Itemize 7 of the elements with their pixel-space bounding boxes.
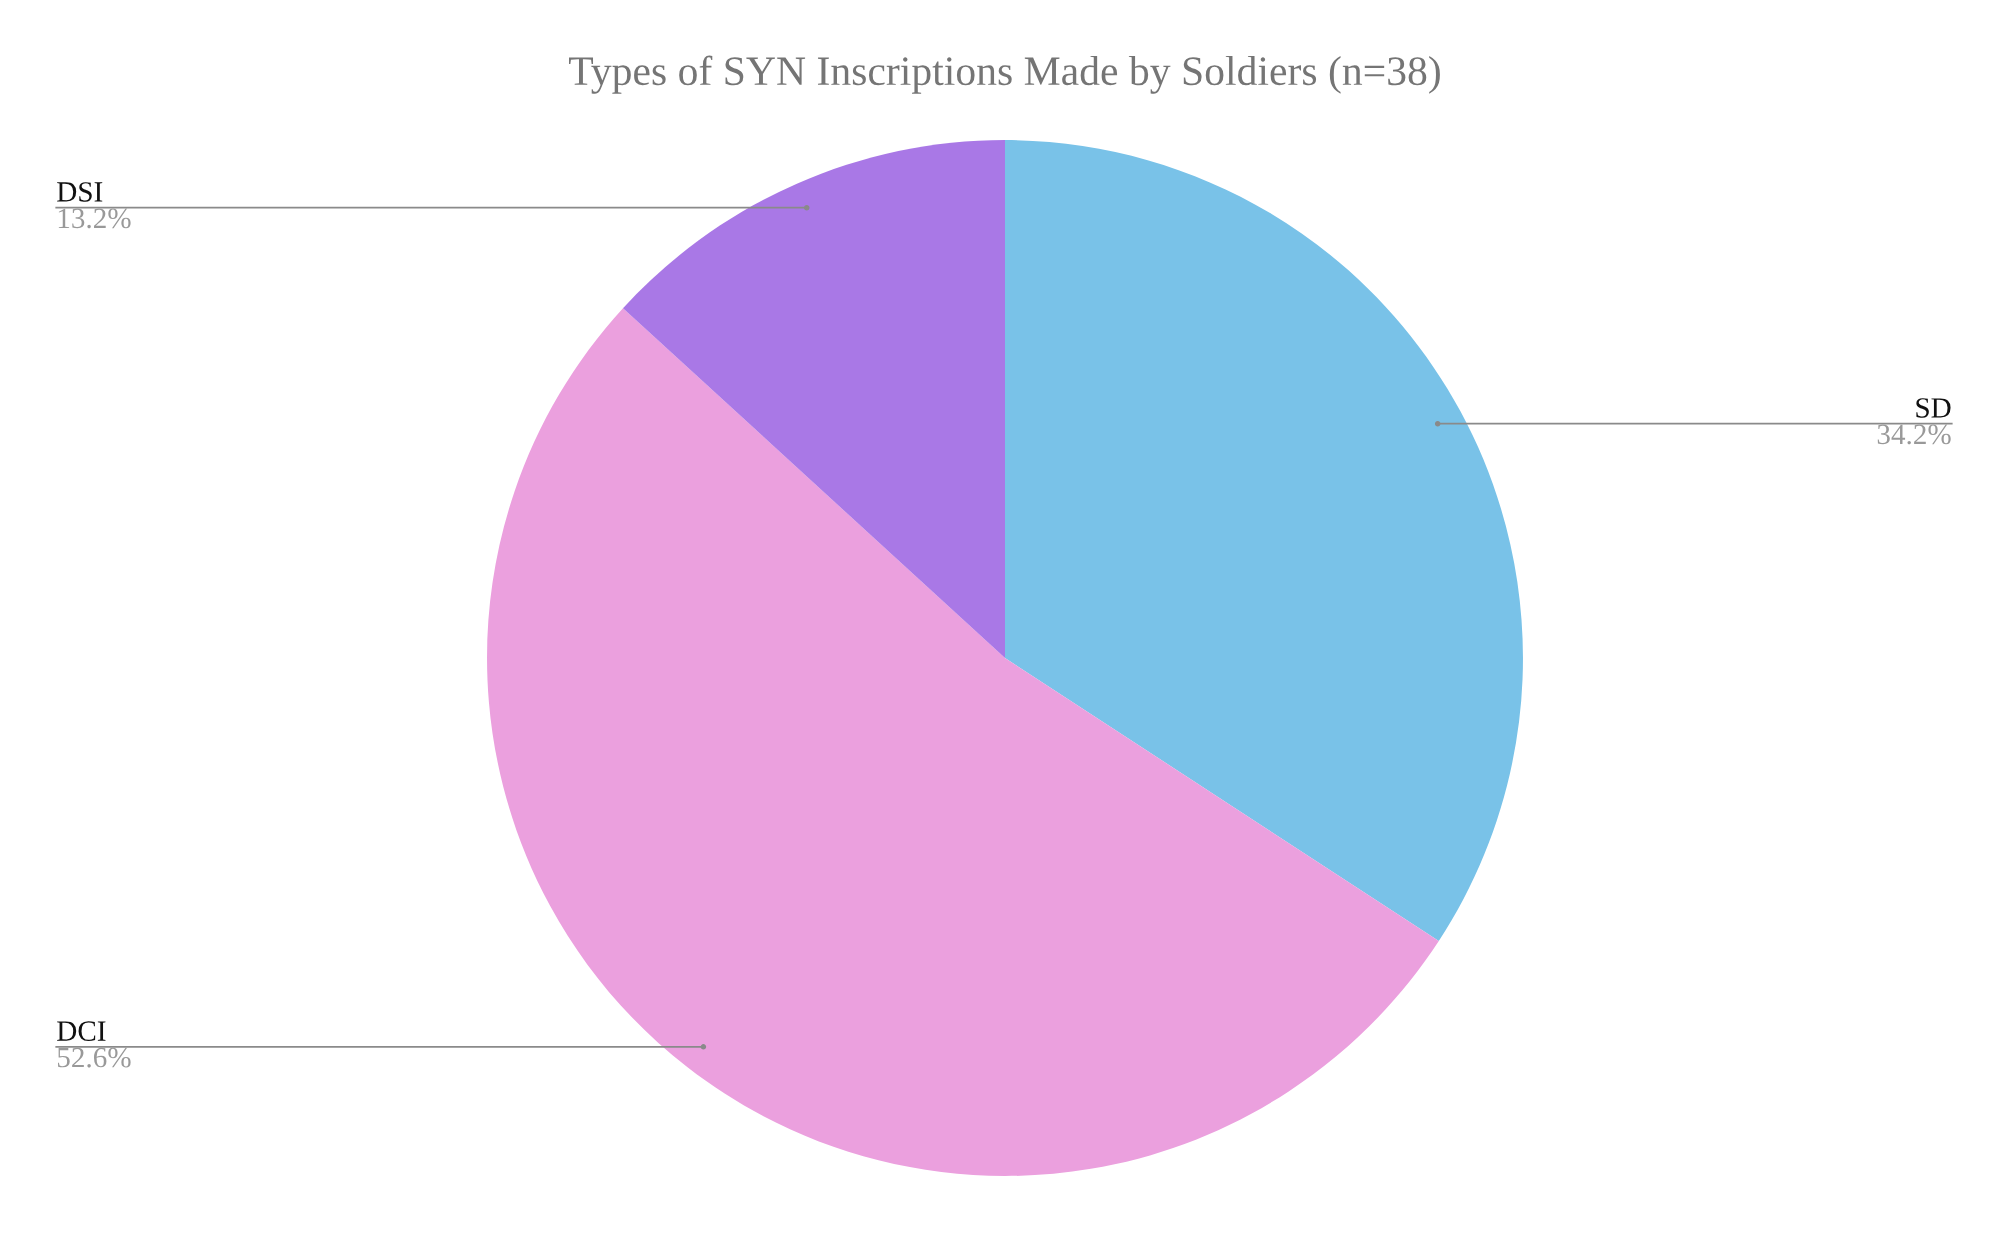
slice-label: DCI <box>57 1021 106 1041</box>
data-label: 52.6% <box>57 1047 131 1068</box>
slice-label: DSI <box>57 182 103 202</box>
data-label: 13.2% <box>58 208 131 229</box>
slice-label: SD <box>1916 398 1951 418</box>
chart-title: Types of SYN Inscriptions Made by Soldiers (n=38) <box>569 55 1440 94</box>
data-label: 34.2% <box>1877 424 1951 445</box>
